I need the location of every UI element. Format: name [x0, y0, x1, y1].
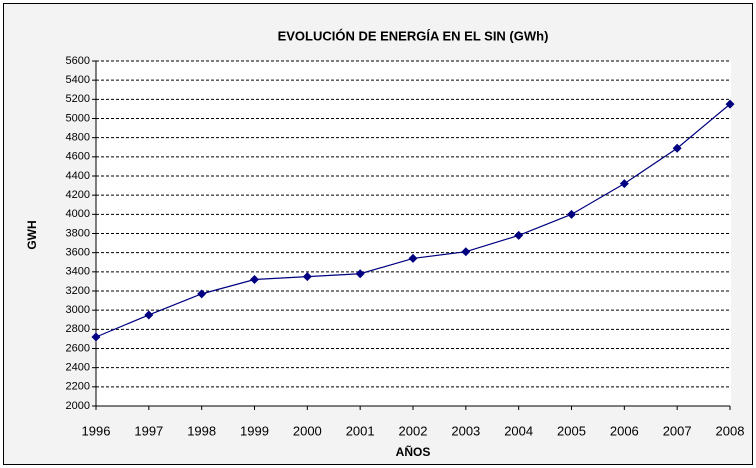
marker — [355, 269, 365, 279]
y-tick-label: 5400 — [66, 74, 90, 86]
y-tick-label: 5000 — [66, 112, 90, 124]
y-tick-label: 2200 — [66, 381, 90, 393]
marker — [250, 275, 259, 284]
y-tick-label: 5600 — [66, 55, 90, 67]
marker — [619, 179, 629, 189]
y-tick-label: 4200 — [66, 189, 90, 201]
x-tick-label: 2000 — [293, 423, 322, 438]
x-tick-label: 1996 — [82, 423, 111, 438]
y-tick-label: 4000 — [66, 208, 90, 220]
y-axis-label: GWH — [25, 220, 39, 249]
x-tick-label: 2006 — [610, 423, 639, 438]
y-tick-label: 4800 — [66, 132, 90, 144]
marker — [514, 230, 524, 240]
y-tick-label: 2800 — [66, 323, 90, 335]
x-axis-label: AÑOS — [396, 444, 431, 459]
marker — [302, 272, 312, 282]
x-tick-label: 2008 — [716, 423, 745, 438]
y-tick-label: 2400 — [66, 362, 90, 374]
chart-title: EVOLUCIÓN DE ENERGÍA EN EL SIN (GWh) — [278, 28, 549, 43]
marker — [461, 247, 471, 257]
x-tick-label: 2002 — [399, 423, 428, 438]
y-tick-label: 3400 — [66, 266, 90, 278]
y-tick-label: 3600 — [66, 247, 90, 259]
y-tick-label: 3000 — [66, 304, 90, 316]
marker — [567, 209, 576, 219]
x-tick-label: 2005 — [557, 423, 586, 438]
x-tick-label: 1999 — [240, 423, 269, 438]
y-tick-label: 3800 — [66, 227, 90, 239]
y-tick-label: 3200 — [66, 285, 90, 297]
x-tick-label: 2007 — [663, 423, 692, 438]
marker — [144, 310, 154, 320]
marker — [672, 143, 682, 153]
y-tick-label: 4600 — [66, 151, 90, 163]
marker — [197, 289, 207, 299]
marker — [408, 253, 418, 263]
x-tick-label: 2004 — [504, 423, 533, 438]
marker — [725, 99, 735, 109]
y-tick-label: 2000 — [66, 400, 90, 412]
x-tick-label: 1997 — [134, 423, 163, 438]
y-tick-label: 4400 — [66, 170, 90, 182]
marker — [91, 332, 101, 342]
x-tick-label: 2001 — [346, 423, 375, 438]
x-tick-label: 2003 — [451, 423, 480, 438]
y-tick-label: 5200 — [66, 93, 90, 105]
x-tick-label: 1998 — [187, 423, 216, 438]
y-tick-label: 2600 — [66, 342, 90, 354]
